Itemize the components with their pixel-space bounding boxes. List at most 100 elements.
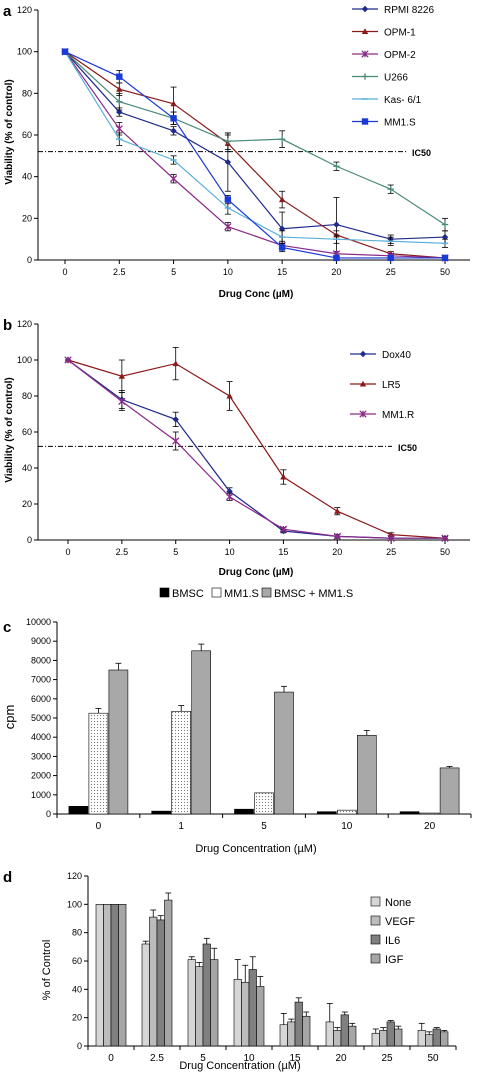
legend-swatch-IL6 xyxy=(370,934,381,945)
panel-c-xlabel: Drug Concentration (µM) xyxy=(195,843,316,855)
y-tick-label: 60 xyxy=(22,427,32,437)
data-point-marker xyxy=(387,254,394,262)
data-point-marker xyxy=(116,85,123,92)
x-tick-label: 1 xyxy=(178,821,184,832)
panel-b-plot: 0 20 40 60 80 100 120 0 2.5 5 10 15 20 25 50 Dox40 LR5 MM… xyxy=(17,319,470,557)
bar-None xyxy=(141,943,150,1047)
x-tick-label: 20 xyxy=(332,547,342,557)
legend-label: IL6 xyxy=(385,935,400,947)
y-tick-label: 60 xyxy=(22,130,32,140)
y-tick-label: 80 xyxy=(22,391,32,401)
x-tick-label: 25 xyxy=(381,1053,393,1064)
y-tick-label: 7000 xyxy=(31,675,51,685)
x-tick-label: 25 xyxy=(386,547,396,557)
y-tick-label: 2000 xyxy=(31,771,51,781)
bar-BMSC xyxy=(234,808,254,815)
data-point-marker xyxy=(169,175,178,183)
series-line-OPM-2 xyxy=(64,51,446,259)
data-point-marker xyxy=(225,493,234,501)
x-tick-label: 25 xyxy=(386,267,396,277)
bar-IGF xyxy=(302,1015,311,1047)
data-point-marker xyxy=(280,473,287,480)
y-tick-label: 8000 xyxy=(31,655,51,665)
data-point-marker xyxy=(172,360,179,367)
x-tick-label: 20 xyxy=(331,267,341,277)
data-point-marker xyxy=(441,534,449,542)
bar-None xyxy=(279,1024,288,1047)
x-tick-label: 50 xyxy=(427,1053,439,1064)
data-point-marker xyxy=(279,525,288,533)
y-tick-label: 10000 xyxy=(26,617,51,627)
x-tick-label: 5 xyxy=(171,267,176,277)
bar-None xyxy=(417,1030,426,1047)
series-line-LR5 xyxy=(67,359,446,539)
bar-VEGF xyxy=(149,916,158,1047)
x-tick-label: 5 xyxy=(261,821,267,832)
bar-IL6 xyxy=(432,1028,441,1047)
y-tick-label: 40 xyxy=(22,463,32,473)
panel-c-ylabel: cpm xyxy=(2,705,17,730)
x-tick-label: 10 xyxy=(223,267,233,277)
y-tick-label: 40 xyxy=(72,984,82,994)
legend-swatch-IGF xyxy=(370,953,381,964)
y-tick-label: 0 xyxy=(77,1041,82,1051)
bar-BMSC xyxy=(151,810,171,815)
panel-a-ylabel: Viability (% of control) xyxy=(4,79,15,184)
data-point-marker xyxy=(278,244,286,251)
x-tick-label: 0 xyxy=(96,821,102,832)
x-tick-label: 50 xyxy=(440,267,450,277)
bar-None xyxy=(325,1021,334,1047)
y-tick-label: 100 xyxy=(17,47,32,57)
bar-MM1.S xyxy=(171,710,191,815)
data-point-marker xyxy=(170,115,177,122)
bar-BMSC + MM1.S xyxy=(191,650,211,815)
panel-d-ylabel: % of Control xyxy=(41,940,53,1001)
panel-c-letter: c xyxy=(3,619,11,636)
legend-label: BMSC xyxy=(172,588,204,600)
bar-VEGF xyxy=(425,1034,434,1047)
bar-BMSC xyxy=(68,806,89,815)
legend-label: VEGF xyxy=(385,916,415,928)
legend-label: Dox40 xyxy=(382,350,411,361)
bar-VEGF xyxy=(287,1021,296,1047)
panel-c: c cpm Drug Concentration (µM) BMSC MM1.S B… xyxy=(2,587,472,855)
y-tick-label: 120 xyxy=(17,319,32,329)
bar-IGF xyxy=(348,1025,357,1047)
bar-VEGF xyxy=(103,904,112,1047)
x-tick-label: 0 xyxy=(65,547,70,557)
panel-b-letter: b xyxy=(3,317,12,334)
data-point-marker xyxy=(333,254,340,262)
legend-marker xyxy=(361,28,369,35)
data-point-marker xyxy=(61,48,69,55)
legend-label: BMSC + MM1.S xyxy=(274,588,353,600)
data-point-marker xyxy=(172,416,179,423)
legend-marker xyxy=(361,5,369,13)
bar-IL6 xyxy=(156,919,165,1047)
legend-marker xyxy=(361,73,369,80)
legend-marker xyxy=(359,410,367,418)
legend-label: None xyxy=(385,897,411,909)
bar-None xyxy=(187,959,196,1047)
bar-IGF xyxy=(440,1031,449,1047)
bar-IGF xyxy=(256,986,265,1047)
series-line-RPMI 8226 xyxy=(64,51,446,240)
data-point-marker xyxy=(441,221,449,228)
bar-IL6 xyxy=(202,943,211,1047)
bar-IGF xyxy=(394,1028,403,1047)
bar-IGF xyxy=(210,959,219,1047)
legend-label: OPM-1 xyxy=(384,28,416,39)
y-tick-label: 20 xyxy=(72,1013,82,1023)
x-tick-label: 0 xyxy=(108,1053,114,1064)
bar-BMSC + MM1.S xyxy=(108,669,129,815)
panel-a-plot: 0 20 40 60 80 100 120 0 2.5 5 10 15 20 25 50 RPMI 8226 O… xyxy=(17,5,470,277)
bar-None xyxy=(371,1032,380,1047)
data-point-marker xyxy=(441,233,449,241)
series-line-U266 xyxy=(64,51,446,226)
x-tick-label: 2.5 xyxy=(116,547,129,557)
y-tick-label: 3000 xyxy=(31,751,51,761)
data-point-marker xyxy=(224,196,232,203)
y-tick-label: 80 xyxy=(22,88,32,98)
data-point-marker xyxy=(116,108,123,116)
panel-a-xlabel: Drug Conc (µM) xyxy=(219,289,294,300)
